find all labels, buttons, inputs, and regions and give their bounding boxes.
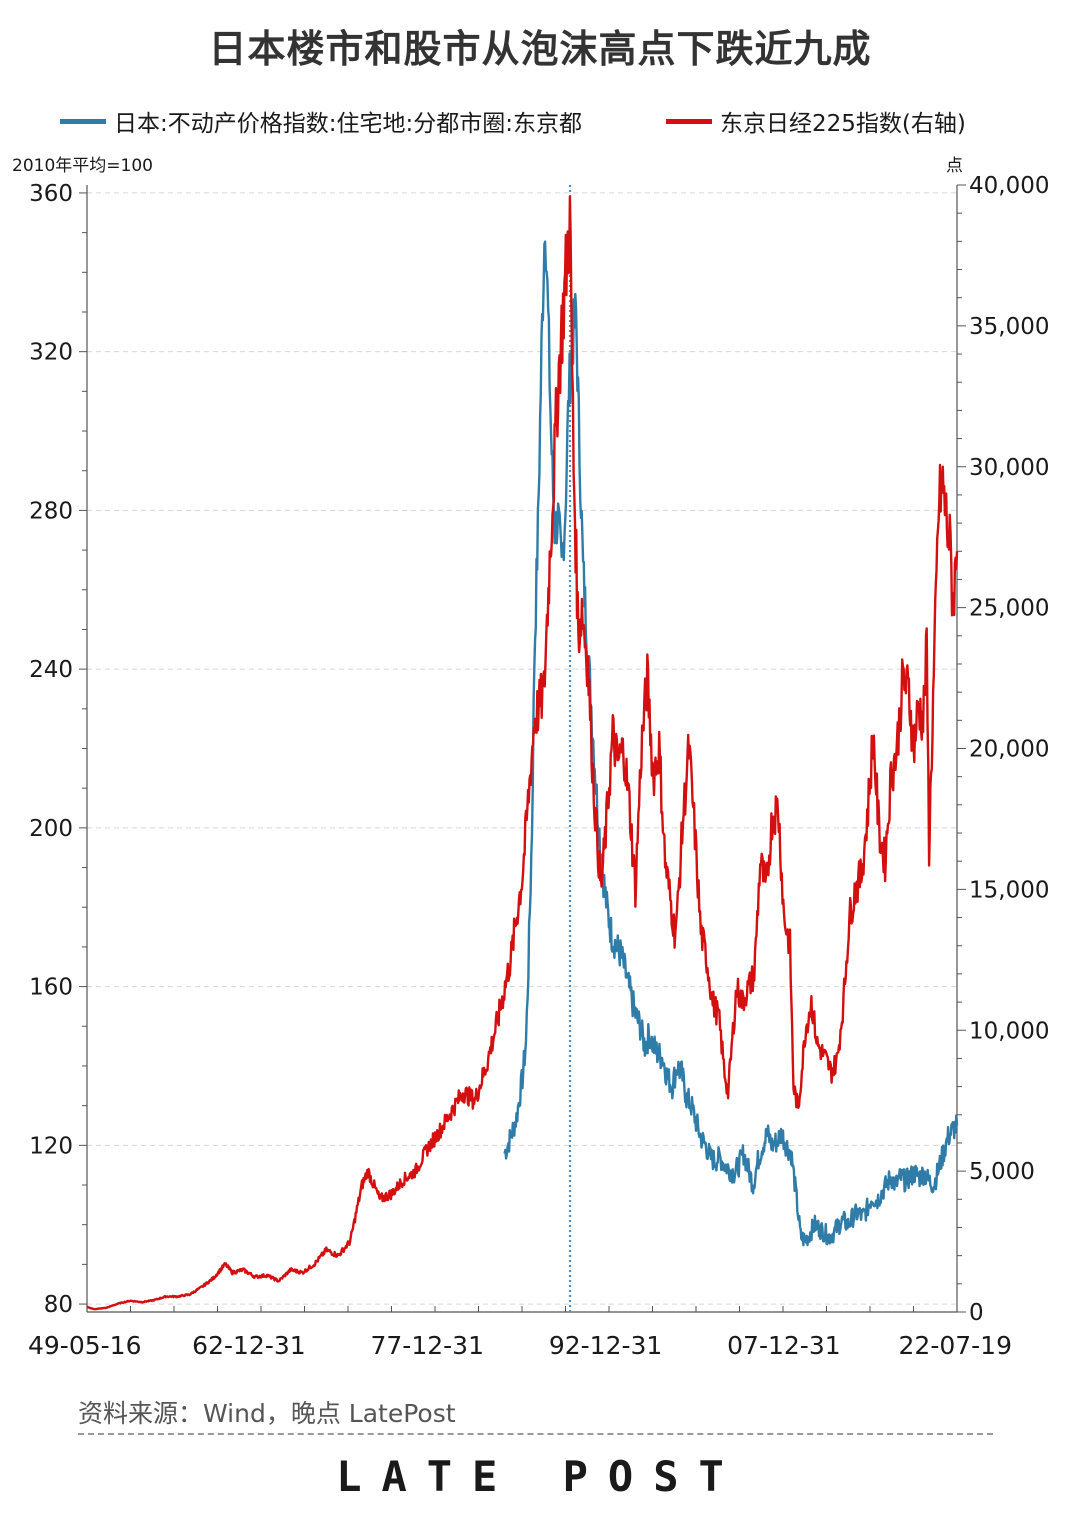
- left-tick-label: 160: [29, 975, 73, 1001]
- x-tick-label: 62-12-31: [192, 1331, 305, 1360]
- right-tick-label: 30,000: [969, 455, 1049, 481]
- legend-label-tokyo-land-price: 日本:不动产价格指数:住宅地:分都市圈:东京都: [114, 111, 582, 137]
- legend-item-nikkei-225: 东京日经225指数(右轴): [666, 104, 966, 138]
- left-axis-unit: 2010年平均=100: [12, 156, 153, 176]
- right-axis-unit: 点: [946, 156, 963, 176]
- right-tick-label: 0: [969, 1300, 984, 1326]
- right-tick-label: 10,000: [969, 1018, 1049, 1044]
- left-tick-label: 320: [29, 340, 73, 366]
- x-tick-label: 22-07-19: [899, 1331, 1012, 1360]
- legend-swatch-red: [666, 118, 712, 124]
- left-tick-label: 280: [29, 498, 73, 524]
- right-tick-label: 35,000: [969, 314, 1049, 340]
- footer-divider: [78, 1433, 993, 1435]
- tokyo-land-price-line: [503, 240, 959, 1247]
- nikkei-225-line: [86, 195, 959, 1311]
- legend-label-nikkei-225: 东京日经225指数(右轴): [720, 111, 966, 137]
- chart-title: 日本楼市和股市从泡沫高点下跌近九成: [208, 27, 872, 71]
- left-tick-label: 360: [29, 181, 73, 207]
- left-tick-label: 240: [29, 657, 73, 683]
- left-tick-label: 80: [44, 1292, 73, 1318]
- left-tick-label: 200: [29, 816, 73, 842]
- right-tick-label: 15,000: [969, 877, 1049, 903]
- right-tick-label: 20,000: [969, 737, 1049, 763]
- latepost-logo: LATE POST: [336, 1452, 744, 1501]
- x-tick-label: 77-12-31: [371, 1331, 484, 1360]
- chart-legend: 日本:不动产价格指数:住宅地:分都市圈:东京都 东京日经225指数(右轴): [60, 100, 1060, 140]
- x-tick-label: 07-12-31: [727, 1331, 840, 1360]
- left-tick-label: 120: [29, 1133, 73, 1159]
- legend-item-tokyo-land-price: 日本:不动产价格指数:住宅地:分都市圈:东京都: [60, 104, 582, 138]
- right-tick-label: 40,000: [969, 173, 1049, 199]
- x-tick-label: 49-05-16: [28, 1331, 141, 1360]
- right-tick-label: 5,000: [969, 1159, 1035, 1185]
- legend-swatch-blue: [60, 118, 106, 124]
- source-note: 资料来源：Wind，晚点 LatePost: [78, 1399, 456, 1428]
- x-tick-label: 92-12-31: [549, 1331, 662, 1360]
- right-tick-label: 25,000: [969, 596, 1049, 622]
